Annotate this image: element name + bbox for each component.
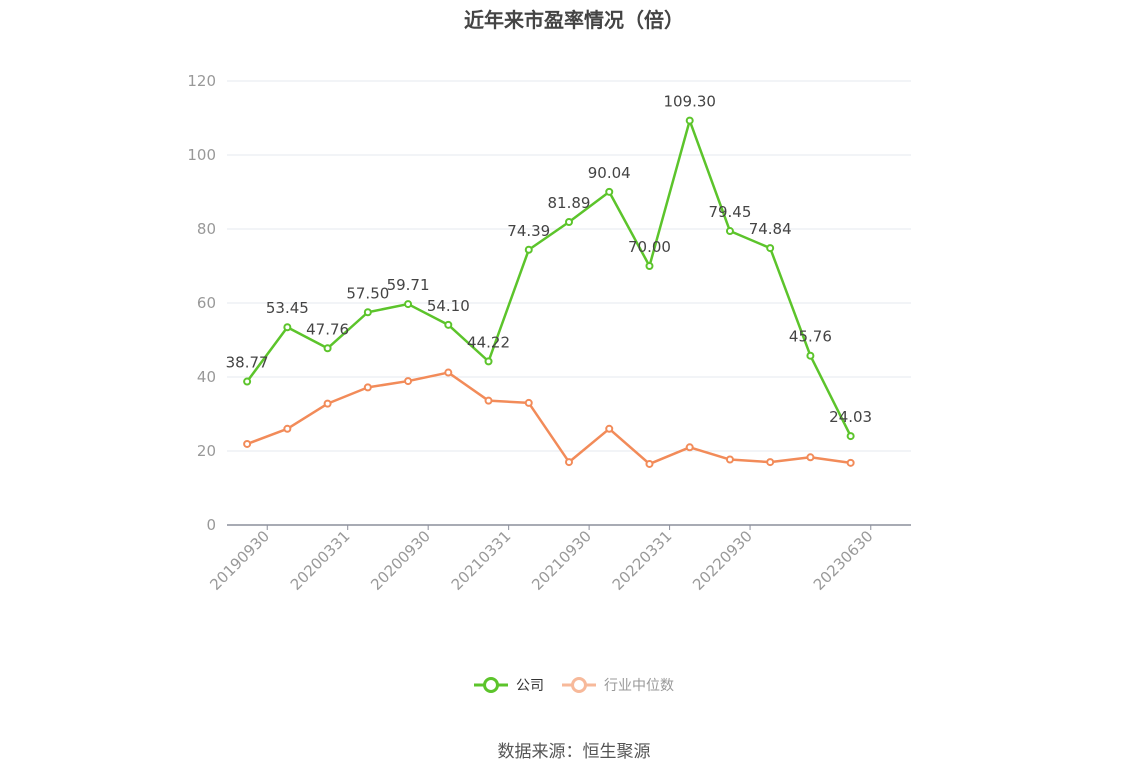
- legend-symbol-industry-icon: [562, 677, 596, 693]
- x-tick-label: 20190930: [206, 527, 273, 594]
- data-point: [725, 227, 734, 236]
- y-tick-label: 80: [197, 220, 216, 238]
- data-point: [685, 443, 694, 452]
- y-tick-label: 100: [187, 146, 216, 164]
- x-tick-label: 20230630: [810, 527, 877, 594]
- data-point: [243, 439, 252, 448]
- data-label: 53.45: [266, 299, 309, 317]
- data-label: 74.39: [507, 222, 550, 240]
- data-point: [283, 424, 292, 433]
- y-tick-label: 120: [187, 72, 216, 90]
- data-point: [645, 262, 654, 270]
- data-point: [404, 300, 413, 309]
- data-label: 79.45: [708, 203, 751, 221]
- data-point: [605, 424, 614, 433]
- legend: 公司 行业中位数: [0, 673, 1148, 697]
- y-tick-label: 40: [197, 368, 216, 386]
- data-point: [363, 308, 372, 317]
- x-tick-label: 20200930: [367, 527, 434, 594]
- legend-label-company: 公司: [516, 678, 544, 694]
- data-point: [846, 458, 855, 467]
- legend-item-company[interactable]: 公司: [474, 673, 544, 697]
- data-point: [484, 396, 493, 405]
- data-point: [605, 187, 614, 196]
- data-point: [725, 455, 734, 464]
- data-label: 81.89: [548, 194, 591, 212]
- y-tick-label: 60: [197, 294, 216, 312]
- data-point: [565, 458, 573, 467]
- data-point: [484, 357, 493, 366]
- data-point: [283, 323, 292, 332]
- legend-item-industry-median[interactable]: 行业中位数: [562, 673, 674, 697]
- legend-label-industry-median: 行业中位数: [604, 678, 674, 694]
- x-tick-label: 20220930: [689, 527, 756, 594]
- x-tick-label: 20210930: [528, 527, 595, 594]
- y-tick-label: 20: [197, 442, 216, 460]
- x-tick-label: 20200331: [287, 527, 354, 594]
- data-source: 数据来源：恒生聚源: [497, 742, 651, 762]
- data-point: [645, 459, 654, 468]
- data-label: 90.04: [588, 164, 631, 182]
- data-point: [404, 377, 413, 386]
- data-label: 109.30: [663, 93, 716, 111]
- data-label: 38.77: [226, 354, 269, 372]
- data-point: [323, 399, 332, 408]
- data-label: 24.03: [829, 408, 872, 426]
- data-label: 47.76: [306, 320, 349, 338]
- data-label: 54.10: [427, 297, 470, 315]
- data-label: 44.22: [467, 333, 510, 351]
- data-point: [766, 244, 775, 253]
- data-point: [524, 245, 533, 254]
- chart-title: 近年来市盈率情况（倍）: [464, 8, 684, 32]
- data-point: [685, 116, 694, 125]
- data-point: [766, 458, 775, 467]
- series-line-1: [246, 371, 851, 466]
- data-point: [243, 377, 252, 386]
- data-point: [524, 398, 533, 407]
- data-label: 45.76: [789, 328, 832, 346]
- data-point: [565, 218, 573, 227]
- data-label: 70.00: [628, 238, 671, 256]
- x-tick-label: 20210331: [448, 527, 515, 594]
- legend-symbol-company-icon: [474, 677, 508, 693]
- data-point: [363, 383, 372, 392]
- data-label: 74.84: [749, 220, 792, 238]
- data-point: [806, 351, 815, 360]
- data-label: 59.71: [387, 276, 430, 294]
- data-point: [323, 344, 332, 353]
- data-point: [846, 432, 855, 441]
- data-point: [444, 320, 453, 329]
- data-point: [444, 368, 453, 377]
- x-tick-label: 20220331: [609, 527, 676, 594]
- y-tick-label: 0: [206, 516, 216, 534]
- data-point: [806, 453, 815, 462]
- data-label: 57.50: [346, 284, 389, 302]
- series-line-0: [246, 119, 852, 437]
